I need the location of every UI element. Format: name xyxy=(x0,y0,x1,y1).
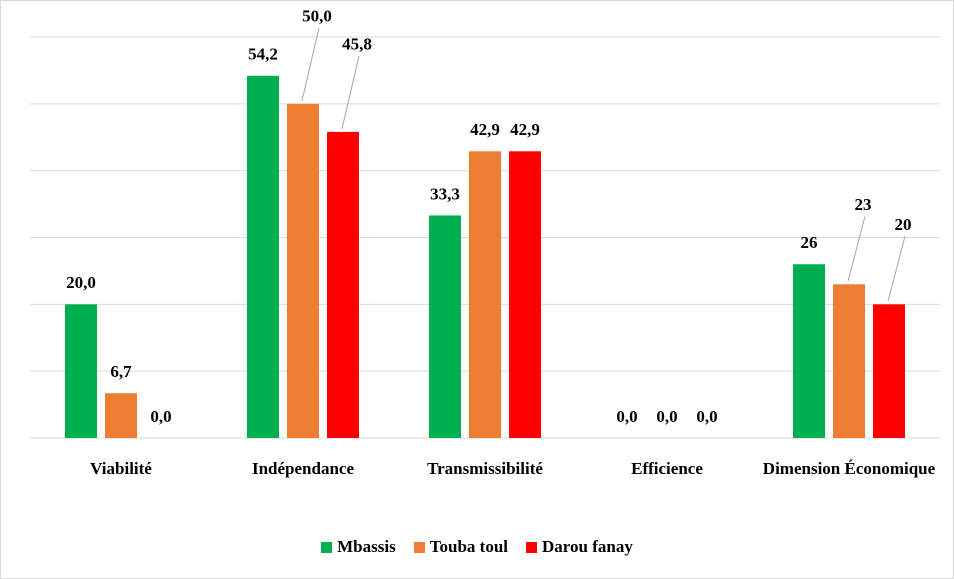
bar xyxy=(247,75,279,438)
legend-item: Touba toul xyxy=(413,537,508,557)
data-label: 20,0 xyxy=(66,273,96,292)
bar xyxy=(105,393,137,438)
legend-item: Mbassis xyxy=(321,537,396,557)
legend-item: Darou fanay xyxy=(526,537,633,557)
x-tick-label: Efficience xyxy=(631,459,703,478)
leader-line xyxy=(887,236,906,302)
data-label: 0,0 xyxy=(616,407,637,426)
bar xyxy=(287,103,319,438)
legend-swatch xyxy=(321,541,333,553)
data-label: 54,2 xyxy=(248,45,278,64)
data-label: 45,8 xyxy=(342,35,372,54)
data-label: 42,9 xyxy=(510,120,540,139)
data-label: 0,0 xyxy=(150,407,171,426)
data-label: 50,0 xyxy=(302,7,332,26)
bar xyxy=(793,264,825,438)
legend-label: Touba toul xyxy=(429,537,508,556)
legend-label: Darou fanay xyxy=(542,537,633,556)
data-label: 23 xyxy=(855,195,872,214)
leader-line xyxy=(847,216,866,282)
bar xyxy=(873,304,905,438)
x-tick-label: Dimension Économique xyxy=(762,459,936,478)
bar xyxy=(509,151,541,438)
legend-label: Mbassis xyxy=(337,537,396,556)
x-tick-label: Viabilité xyxy=(90,459,152,478)
bar xyxy=(833,284,865,438)
data-label: 26 xyxy=(801,233,818,252)
bar xyxy=(429,215,461,438)
leader-line xyxy=(301,27,320,101)
bar xyxy=(65,304,97,438)
data-label: 42,9 xyxy=(470,120,500,139)
x-tick-label: Indépendance xyxy=(251,459,355,478)
data-label: 0,0 xyxy=(696,407,717,426)
data-label: 0,0 xyxy=(656,407,677,426)
data-label: 20 xyxy=(895,215,912,234)
legend: Mbassis Touba toul Darou fanay xyxy=(0,537,954,557)
bar xyxy=(469,151,501,438)
data-label: 33,3 xyxy=(430,184,460,203)
data-label: 6,7 xyxy=(110,362,132,381)
x-tick-label: Transmissibilité xyxy=(427,459,543,478)
legend-swatch xyxy=(526,541,537,553)
leader-line xyxy=(341,55,360,130)
bar xyxy=(327,131,359,439)
legend-swatch xyxy=(413,541,425,553)
